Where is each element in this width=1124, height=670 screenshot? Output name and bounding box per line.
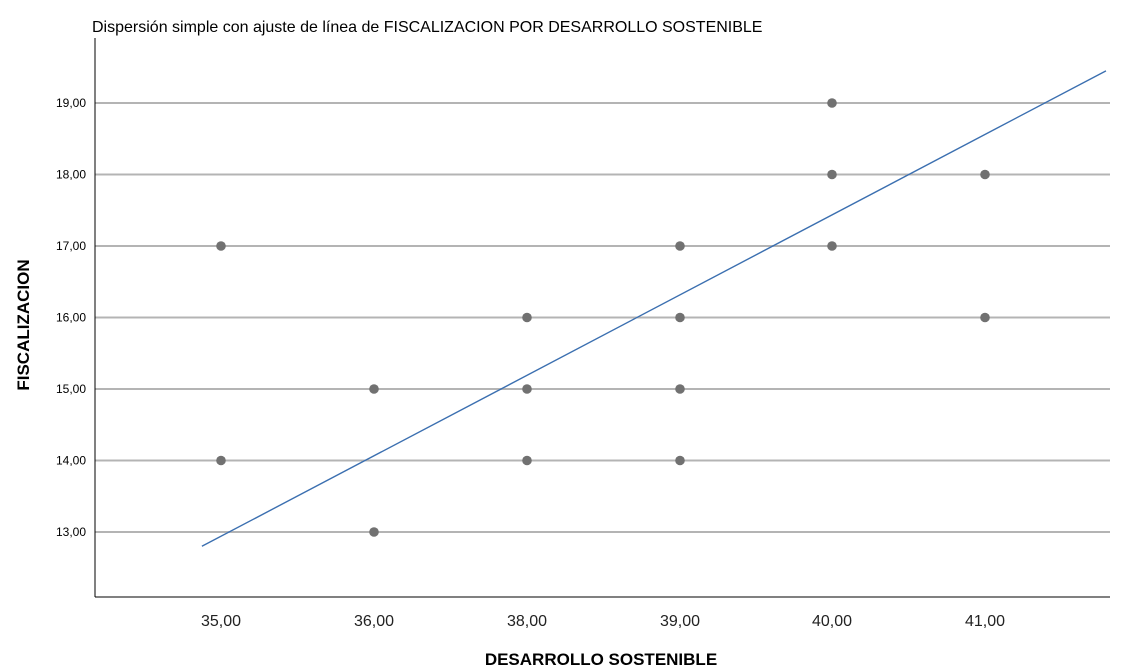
y-tick-labels: 13,00 14,00 15,00 16,00 17,00 18,00 19,00	[56, 96, 86, 539]
y-tick-label: 17,00	[56, 239, 86, 253]
y-tick-label: 18,00	[56, 168, 86, 182]
data-point	[827, 241, 837, 251]
y-tick-label: 16,00	[56, 311, 86, 325]
gridlines	[95, 102, 1110, 533]
data-point	[675, 241, 685, 251]
data-point	[827, 98, 837, 108]
data-point	[522, 384, 532, 394]
data-point	[675, 455, 685, 466]
data-point	[369, 384, 379, 394]
data-point	[827, 169, 837, 180]
data-point	[216, 455, 226, 466]
data-point	[216, 241, 226, 251]
chart-title: Dispersión simple con ajuste de línea de…	[92, 19, 762, 36]
x-tick-label: 38,00	[507, 613, 547, 630]
data-point	[522, 312, 532, 323]
x-tick-label: 35,00	[201, 613, 241, 630]
data-point	[980, 312, 990, 323]
data-point	[522, 455, 532, 466]
y-tick-label: 14,00	[56, 454, 86, 468]
x-tick-label: 41,00	[965, 613, 1005, 630]
y-tick-label: 13,00	[56, 525, 86, 539]
data-points	[216, 98, 990, 537]
y-tick-label: 19,00	[56, 96, 86, 110]
data-point	[675, 384, 685, 394]
data-point	[369, 527, 379, 537]
x-tick-labels: 35,00 36,00 38,00 39,00 40,00 41,00	[201, 613, 1005, 630]
data-point	[980, 169, 990, 180]
y-axis-title: FISCALIZACION	[14, 259, 33, 390]
x-tick-label: 39,00	[660, 613, 700, 630]
y-tick-label: 15,00	[56, 382, 86, 396]
data-point	[675, 312, 685, 323]
x-axis-title: DESARROLLO SOSTENIBLE	[485, 650, 717, 669]
fit-line	[201, 70, 1107, 547]
x-tick-label: 36,00	[354, 613, 394, 630]
x-tick-label: 40,00	[812, 613, 852, 630]
